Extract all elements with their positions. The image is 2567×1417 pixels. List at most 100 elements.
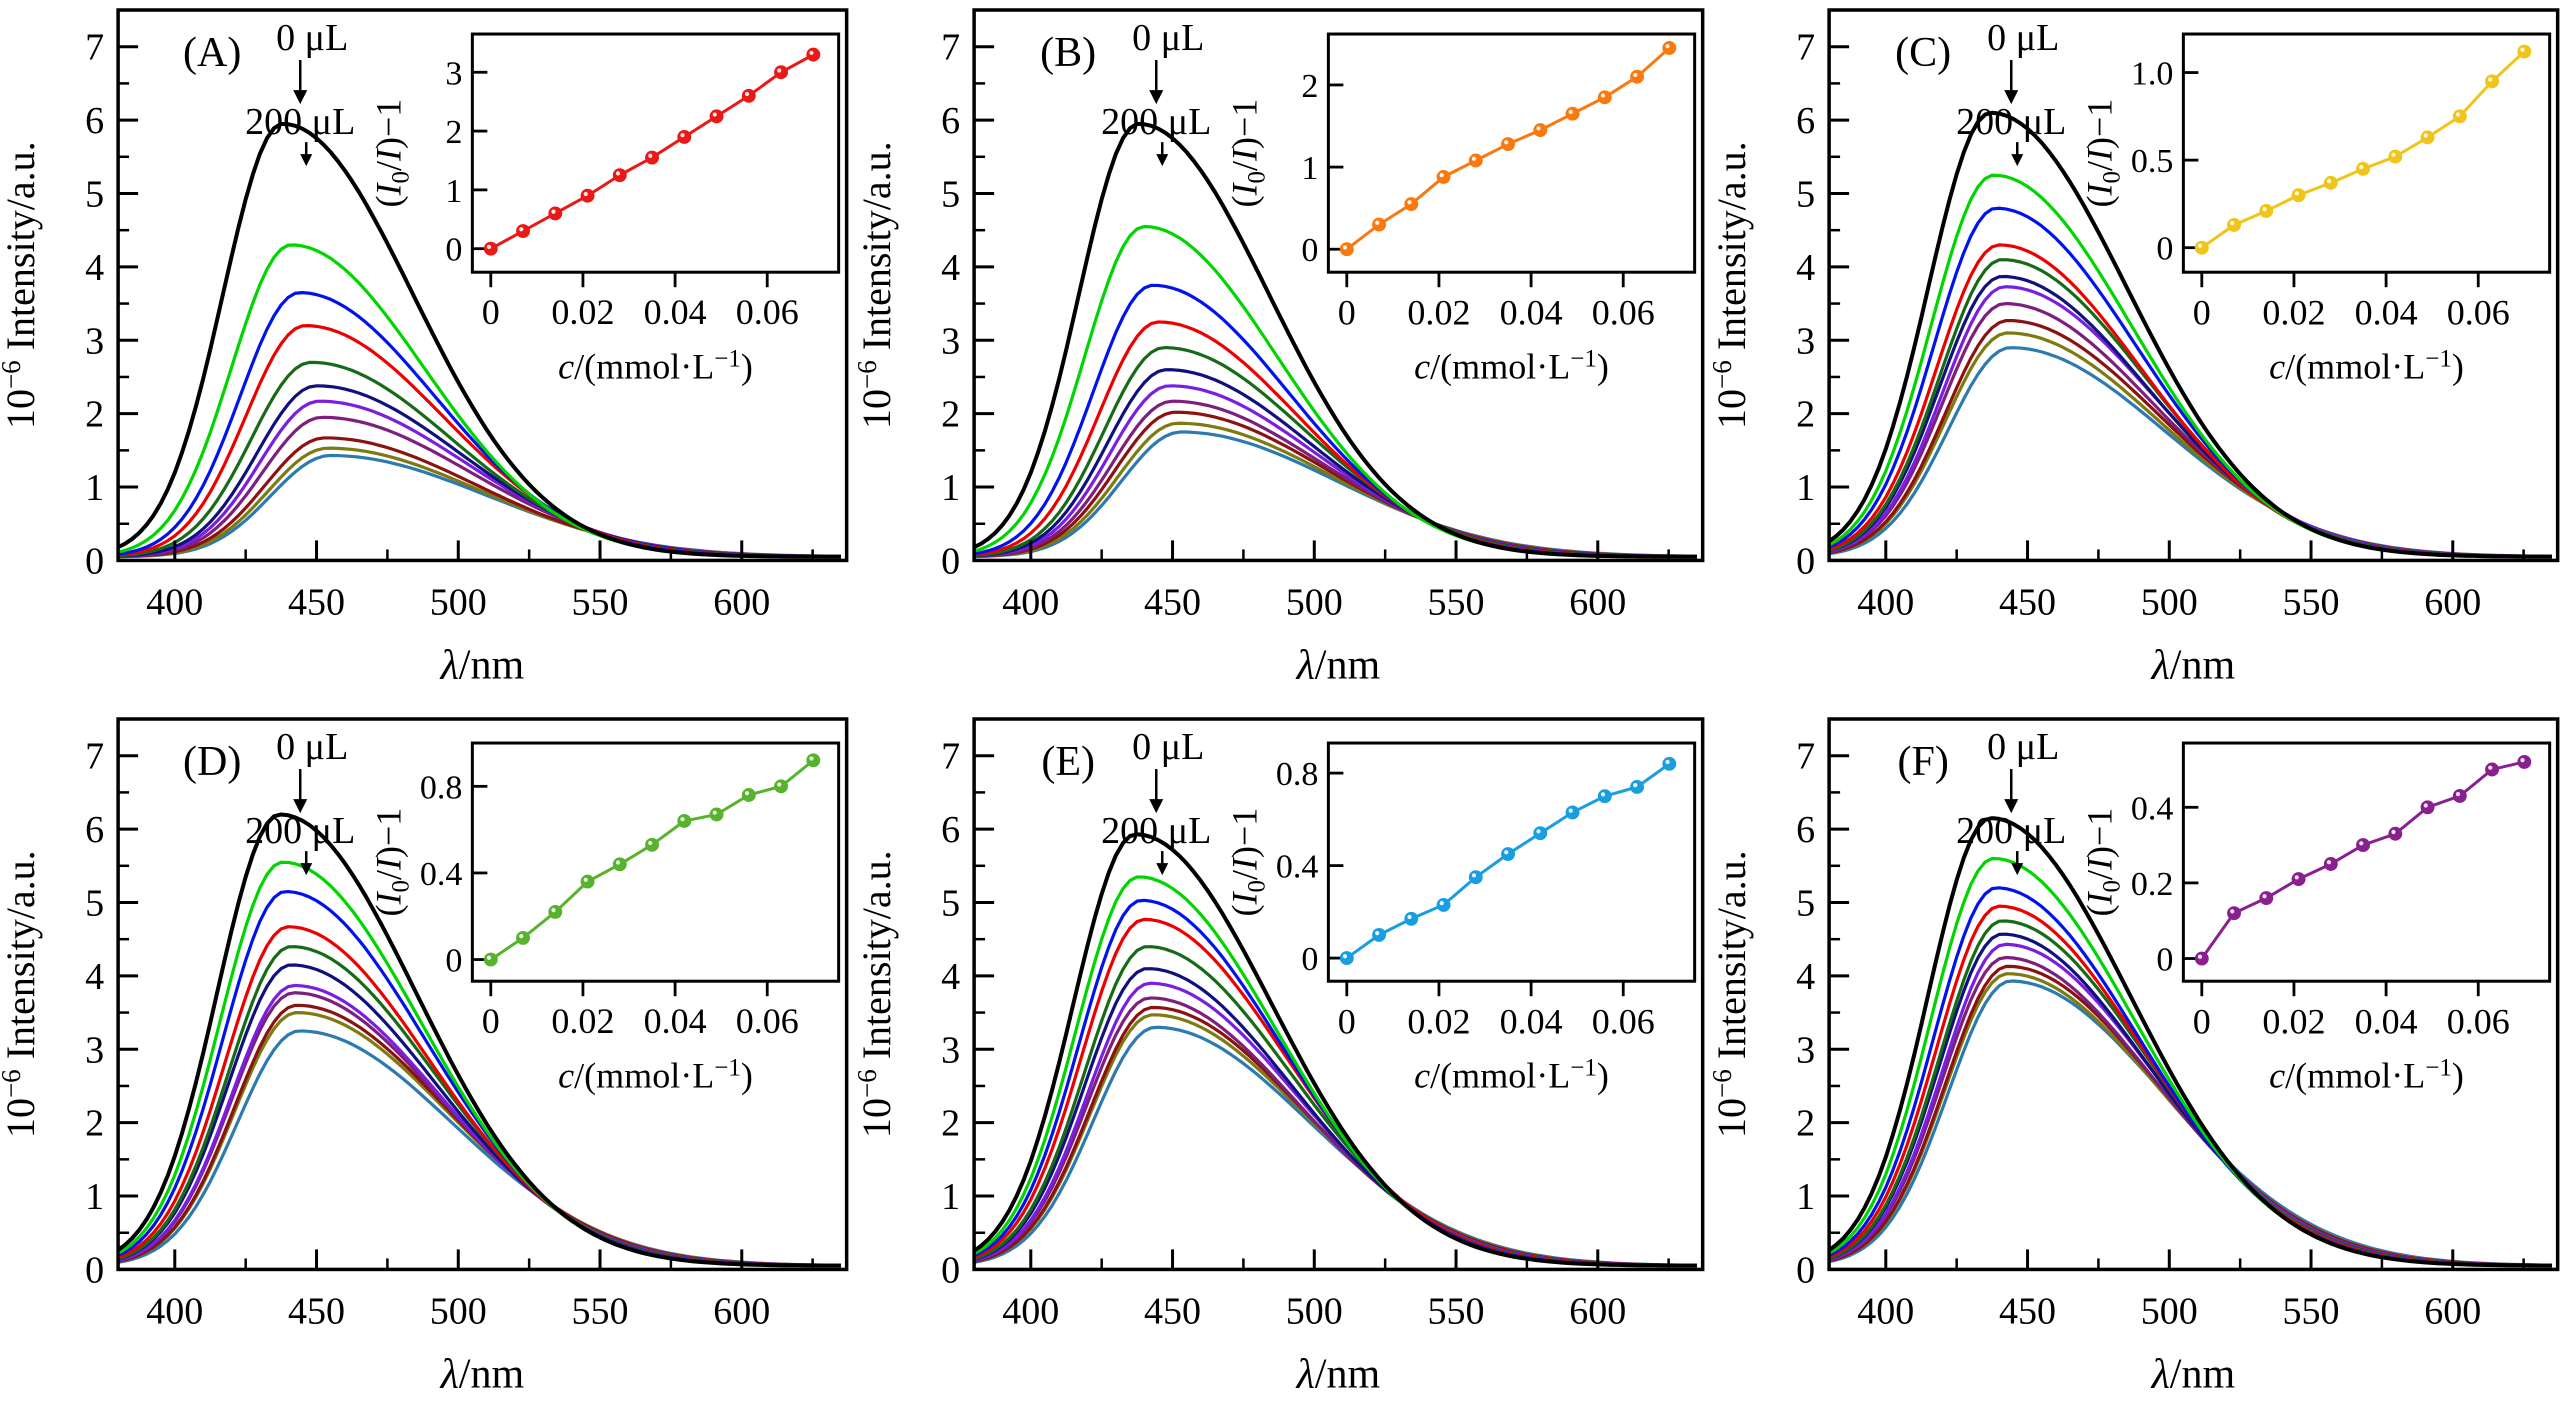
- panel-f-chart-svg: 0 1 2 3 4 5 6 7 400 450 500 550 600 λ/nm 10−6 Intensit…: [1711, 716, 2560, 1397]
- annotation-200uL: 200 μL: [1101, 810, 1211, 852]
- inset-data-point: [516, 930, 530, 945]
- x-axis-label: λ/nm: [1294, 1351, 1380, 1397]
- inset-y-axis-label: (I0/I)−1: [1224, 807, 1270, 916]
- main-axes: 0 1 2 3 4 5 6 7 400 450 500 550 600: [85, 716, 849, 1332]
- main-axes: 0 1 2 3 4 5 6 7 400 450 500 550 600: [941, 716, 1705, 1332]
- y-tick-label: 2: [941, 1102, 960, 1144]
- y-tick-label: 4: [85, 955, 104, 997]
- x-tick-label: 400: [1002, 581, 1059, 623]
- volume-annotation: 0 μL 200 μL: [1956, 726, 2067, 875]
- x-tick-label: 500: [2141, 581, 2198, 623]
- inset-data-point: [516, 224, 530, 238]
- inset-x-tick-label: 0.04: [1499, 292, 1562, 332]
- panel-label: (F): [1898, 739, 1949, 785]
- inset-data-point: [741, 787, 756, 802]
- inset-x-tick-label: 0: [1337, 1001, 1355, 1041]
- inset-x-tick-label: 0: [482, 292, 500, 332]
- inset-data-point: [1629, 779, 1644, 794]
- x-tick-label: 600: [2425, 581, 2482, 623]
- inset-x-axis-label: c/(mmol·L−1): [1414, 1054, 1609, 1095]
- inset-data-point: [1371, 217, 1386, 232]
- y-tick-label: 6: [1796, 100, 1815, 142]
- inset-data-point: [2324, 175, 2339, 190]
- inset-y-tick-label: 0.8: [420, 769, 463, 806]
- y-tick-label: 1: [941, 1176, 960, 1218]
- inset-data-point: [741, 88, 756, 103]
- y-tick-label: 6: [941, 809, 960, 851]
- inset-x-tick-label: 0.02: [1407, 292, 1470, 332]
- panel-e-chart-svg: 0 1 2 3 4 5 6 7 400 450 500 550 600 λ/nm 10−6 Intensit…: [856, 716, 1705, 1397]
- y-axis-label: 10−6 Intensity/a.u.: [1711, 141, 1754, 429]
- main-axes: 0 1 2 3 4 5 6 7 400 450 500 550 600: [941, 8, 1705, 623]
- y-axis-label: 10−6 Intensity/a.u.: [0, 850, 43, 1138]
- y-tick-label: 5: [85, 173, 104, 215]
- panel-a: 0 1 2 3 4 5 6 7 400 450 500 550 600 λ/nm 10−6 Intensit…: [0, 0, 856, 709]
- inset-data-point: [1436, 169, 1451, 184]
- panel-c: 0 1 2 3 4 5 6 7 400 450 500 550 600 λ/nm 10−6 Intensit…: [1711, 0, 2567, 709]
- y-tick-label: 2: [1796, 1102, 1815, 1144]
- inset-x-tick-label: 0: [482, 1001, 500, 1041]
- x-tick-label: 500: [1285, 1290, 1342, 1332]
- inset-data-point: [2420, 799, 2435, 814]
- spectrum-curve-0uL: [972, 121, 1697, 559]
- annotation-200uL: 200 μL: [1956, 101, 2066, 143]
- inset-data-point: [2227, 217, 2242, 232]
- panel-d: 0 1 2 3 4 5 6 7 400 450 500 550 600 λ/nm 10−6 Intensit…: [0, 709, 856, 1417]
- volume-annotation: 0 μL 200 μL: [245, 17, 355, 167]
- inset-y-axis-label: (I0/I)−1: [368, 99, 414, 208]
- inset-y-axis-label: (I0/I)−1: [368, 807, 414, 916]
- panel-label: (B): [1040, 30, 1096, 76]
- inset-y-tick-label: 2: [1301, 68, 1318, 105]
- inset-data-point: [580, 874, 595, 889]
- panel-f: 0 1 2 3 4 5 6 7 400 450 500 550 600 λ/nm 10−6 Intensit…: [1711, 709, 2567, 1417]
- stern-volmer-inset: 0 1 2 0 0.02 0.04 0.06: [1301, 32, 1696, 332]
- y-tick-label: 1: [1796, 467, 1815, 509]
- inset-data-point: [2291, 188, 2306, 203]
- y-tick-label: 4: [85, 247, 104, 289]
- panel-a-chart-svg: 0 1 2 3 4 5 6 7 400 450 500 550 600 λ/nm 10−6 Intensit…: [0, 8, 849, 689]
- annotation-0uL: 0 μL: [1132, 726, 1204, 768]
- inset-data-point: [2517, 754, 2532, 769]
- inset-data-point: [2356, 161, 2371, 176]
- volume-annotation: 0 μL 200 μL: [1101, 726, 1211, 875]
- inset-y-tick-label: 0: [445, 942, 462, 979]
- inset-x-tick-label: 0.06: [2447, 292, 2510, 332]
- small-down-arrow-icon: [300, 862, 313, 875]
- inset-data-point: [709, 109, 724, 124]
- annotation-0uL: 0 μL: [1988, 17, 2060, 59]
- inset-data-point: [2356, 837, 2371, 852]
- small-down-arrow-icon: [1155, 154, 1168, 167]
- inset-y-tick-label: 1.0: [2131, 56, 2174, 93]
- inset-data-point: [1436, 897, 1451, 912]
- inset-x-tick-label: 0.06: [736, 1001, 799, 1041]
- x-axis-label: λ/nm: [1294, 643, 1380, 689]
- y-tick-label: 2: [1796, 394, 1815, 436]
- y-tick-label: 1: [941, 467, 960, 509]
- inset-data-point: [2324, 856, 2339, 871]
- inset-data-point: [2453, 109, 2468, 124]
- inset-data-point: [774, 778, 789, 793]
- annotation-0uL: 0 μL: [1988, 726, 2060, 768]
- x-tick-label: 600: [2425, 1290, 2482, 1332]
- inset-y-tick-label: 0.4: [1275, 848, 1318, 885]
- y-tick-label: 3: [941, 1029, 960, 1071]
- small-down-arrow-icon: [2011, 862, 2024, 875]
- x-tick-label: 550: [1427, 581, 1484, 623]
- inset-x-tick-label: 0.04: [644, 292, 707, 332]
- inset-data-point: [1404, 197, 1418, 211]
- y-tick-label: 0: [85, 1249, 104, 1291]
- inset-data-point: [806, 752, 821, 767]
- y-axis-label: 10−6 Intensity/a.u.: [856, 850, 899, 1138]
- inset-x-tick-label: 0.02: [1407, 1001, 1470, 1041]
- inset-data-point: [2388, 826, 2403, 841]
- main-axes: 0 1 2 3 4 5 6 7 400 450 500 550 600: [1796, 8, 2560, 623]
- y-tick-label: 3: [1796, 1029, 1815, 1071]
- inset-y-tick-label: 0.4: [2131, 790, 2174, 827]
- inset-x-tick-label: 0.02: [551, 292, 614, 332]
- inset-y-tick-label: 0.5: [2131, 143, 2174, 180]
- x-tick-label: 550: [572, 581, 629, 623]
- annotation-0uL: 0 μL: [276, 726, 348, 768]
- y-tick-label: 7: [1796, 27, 1815, 69]
- x-tick-label: 500: [1285, 581, 1342, 623]
